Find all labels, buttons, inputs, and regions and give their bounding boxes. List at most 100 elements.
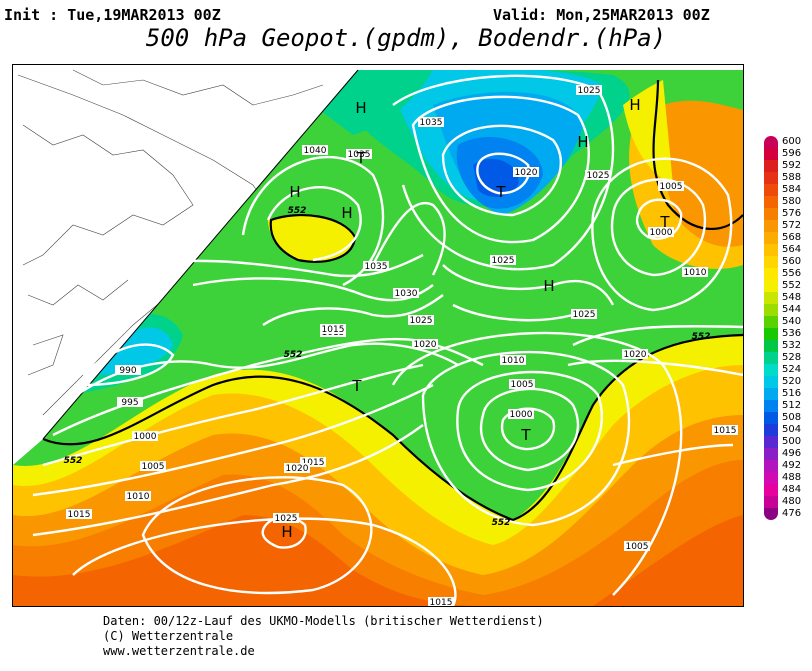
high-pressure-marker: H <box>543 277 554 295</box>
low-pressure-marker: T <box>520 426 531 444</box>
pressure-label-bg <box>320 324 346 334</box>
colorbar-level-label: 572 <box>782 220 802 231</box>
colorbar-swatch <box>764 388 778 400</box>
colorbar-swatch <box>764 328 778 340</box>
pressure-label: 1015 <box>430 598 453 606</box>
pressure-label: 1010 <box>684 268 707 278</box>
pressure-label: 1015 <box>322 325 345 335</box>
colorbar-swatch <box>764 148 778 160</box>
colorbar-swatch <box>764 448 778 460</box>
geopot-552-contour <box>42 79 743 522</box>
colorbar-swatch <box>764 160 778 172</box>
pressure-label-bg <box>513 167 539 177</box>
colorbar-swatch <box>764 280 778 292</box>
pressure-label-bg <box>66 509 92 519</box>
geopot-label: 552 <box>692 332 711 342</box>
pressure-label-bg <box>648 227 674 237</box>
pressure-label: 1030 <box>395 289 418 299</box>
pressure-label: 1025 <box>573 310 596 320</box>
pressure-label-bg <box>490 255 516 265</box>
colorbar-level-label: 584 <box>782 184 802 195</box>
colorbar-level-label: 504 <box>782 424 802 435</box>
init-time: Init : Tue,19MAR2013 00Z <box>4 6 221 24</box>
pressure-label: 1025 <box>410 316 433 326</box>
pressure-label-bg <box>346 149 372 159</box>
colorbar-level-label: 500 <box>782 436 802 447</box>
high-pressure-marker: H <box>289 183 300 201</box>
pressure-label-bg <box>508 409 534 419</box>
colorbar-swatch <box>764 364 778 376</box>
pressure-label: 1015 <box>302 458 325 468</box>
colorbar-level-label: 592 <box>782 160 802 171</box>
pressure-label-bg <box>500 355 526 365</box>
colorbar-swatch <box>764 304 778 316</box>
map-canvas: 1025 1035 1040 1035 1020 1025 1035 1030 1025 1020… <box>13 65 743 606</box>
colorbar-level-label: 520 <box>782 376 802 387</box>
colorbar-level-label: 548 <box>782 292 802 303</box>
pressure-label-bg <box>284 463 310 473</box>
colorbar-swatch <box>764 508 778 520</box>
geopot-label: 552 <box>288 206 307 216</box>
pressure-label-bg <box>509 379 535 389</box>
colorbar-level-label: 544 <box>782 304 802 315</box>
footer-data-source: Daten: 00/12z-Lauf des UKMO-Modells (bri… <box>103 614 544 628</box>
colorbar-swatch <box>764 172 778 184</box>
colorbar-swatch <box>764 220 778 232</box>
pressure-label: 995 <box>121 398 138 408</box>
geopot-label-group: 552 552 552 552 552 <box>64 206 711 528</box>
colorbar-level-label: 568 <box>782 232 802 243</box>
pressure-label: 1025 <box>587 171 610 181</box>
pressure-label-bg <box>393 288 419 298</box>
colorbar-swatch <box>764 412 778 424</box>
colorbar-swatch <box>764 316 778 328</box>
pressure-label: 1005 <box>511 380 534 390</box>
pressure-label: 1020 <box>414 340 437 350</box>
colorbar-level-label: 596 <box>782 148 802 159</box>
colorbar-swatch <box>764 268 778 280</box>
colorbar-swatch <box>764 376 778 388</box>
low-pressure-marker: T <box>495 183 506 201</box>
high-pressure-marker: H <box>341 204 352 222</box>
pressure-label-bg <box>585 170 611 180</box>
pressure-label: 1020 <box>624 350 647 360</box>
colorbar-swatch <box>764 472 778 484</box>
colorbar-level-label: 496 <box>782 448 802 459</box>
colorbar-level-label: 508 <box>782 412 802 423</box>
pressure-label: 1000 <box>134 432 157 442</box>
colorbar <box>764 136 778 520</box>
pressure-label-bg <box>115 365 141 375</box>
colorbar-swatch <box>764 400 778 412</box>
isobars <box>32 74 743 606</box>
pressure-label: 1010 <box>127 492 150 502</box>
colorbar-swatch <box>764 232 778 244</box>
colorbar-level-label: 516 <box>782 388 802 399</box>
pressure-label: 1005 <box>660 182 683 192</box>
pressure-label-bg <box>302 145 328 155</box>
colorbar-level-label: 540 <box>782 316 802 327</box>
geopot-label: 552 <box>64 456 83 466</box>
colorbar-swatch <box>764 460 778 472</box>
pressure-label-bg <box>712 425 738 435</box>
pressure-label-bg <box>622 349 648 359</box>
colorbar-level-label: 576 <box>782 208 802 219</box>
colorbar-level-label: 532 <box>782 340 802 351</box>
colorbar-swatch <box>764 496 778 508</box>
pressure-label: 1035 <box>348 150 371 160</box>
pressure-label-bg <box>125 491 151 501</box>
colorbar-level-label: 536 <box>782 328 802 339</box>
domain-edge <box>42 69 359 440</box>
pressure-label-bg <box>363 261 389 271</box>
pressure-label-bg <box>273 513 299 523</box>
pressure-label-bg <box>658 181 684 191</box>
pressure-label-bg <box>418 117 444 127</box>
geopot-label: 552 <box>492 518 511 528</box>
pressure-label-bg <box>408 315 434 325</box>
pressure-label: 1035 <box>365 262 388 272</box>
low-pressure-marker: T <box>659 213 670 231</box>
pressure-label-bg <box>412 339 438 349</box>
high-pressure-marker: H <box>629 96 640 114</box>
colorbar-level-label: 564 <box>782 244 802 255</box>
pressure-label: 1025 <box>578 86 601 96</box>
pressure-label: 1005 <box>626 542 649 552</box>
low-pressure-marker: T <box>355 149 366 167</box>
